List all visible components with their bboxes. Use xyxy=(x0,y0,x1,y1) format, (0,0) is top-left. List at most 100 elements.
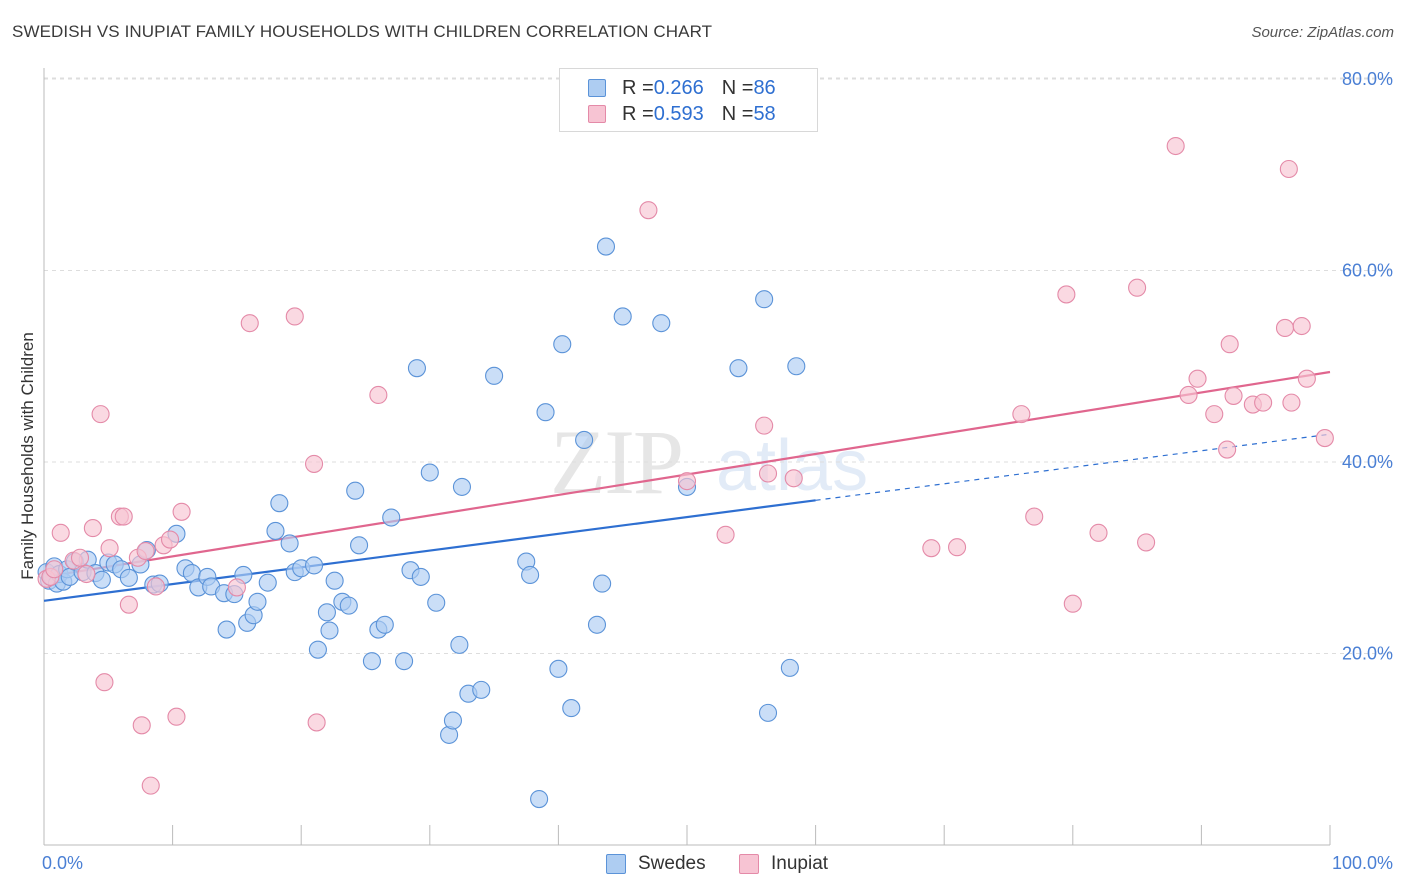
legend-n-value: 86 xyxy=(753,76,776,99)
point-inupiat xyxy=(922,539,941,558)
point-swedes xyxy=(587,615,607,634)
point-swedes xyxy=(450,635,469,654)
point-inupiat xyxy=(45,560,64,579)
point-swedes xyxy=(536,403,555,422)
point-swedes xyxy=(575,430,594,450)
point-swedes xyxy=(729,359,748,378)
point-swedes xyxy=(308,640,327,659)
source-label: Source: ZipAtlas.com xyxy=(1251,24,1394,41)
point-inupiat xyxy=(172,502,191,521)
y-tick-label: 80.0% xyxy=(1342,69,1393,89)
point-swedes xyxy=(411,567,430,586)
point-inupiat xyxy=(240,314,259,333)
point-swedes xyxy=(350,536,369,555)
y-tick-label: 60.0% xyxy=(1342,261,1393,281)
point-swedes xyxy=(395,652,414,671)
point-inupiat xyxy=(307,713,326,732)
point-swedes xyxy=(562,699,581,718)
point-inupiat xyxy=(1179,385,1198,405)
point-inupiat xyxy=(146,577,165,596)
point-inupiat xyxy=(1166,136,1185,156)
point-inupiat xyxy=(95,673,114,692)
point-swedes xyxy=(452,477,472,496)
point-inupiat xyxy=(1205,405,1224,424)
point-swedes xyxy=(420,463,439,482)
point-inupiat xyxy=(1224,386,1243,405)
point-inupiat xyxy=(160,530,180,549)
x-tick-label: 0.0% xyxy=(42,853,83,873)
point-swedes xyxy=(258,573,277,592)
point-inupiat xyxy=(716,525,735,544)
point-inupiat xyxy=(1292,316,1311,336)
y-tick-label: 40.0% xyxy=(1342,452,1393,472)
point-inupiat xyxy=(167,707,186,726)
point-inupiat xyxy=(369,385,388,405)
point-inupiat xyxy=(758,464,778,483)
bottom-legend-swedes: Swedes xyxy=(606,852,706,876)
point-inupiat xyxy=(677,472,697,491)
point-swedes xyxy=(593,574,612,593)
point-inupiat xyxy=(1282,393,1301,412)
point-inupiat xyxy=(136,541,155,561)
point-inupiat xyxy=(132,716,151,735)
y-tick-label: 20.0% xyxy=(1342,644,1393,664)
point-inupiat xyxy=(51,523,70,542)
point-swedes xyxy=(317,603,336,622)
point-inupiat xyxy=(1297,369,1316,388)
point-swedes xyxy=(346,481,365,500)
point-swedes xyxy=(266,521,285,540)
point-inupiat xyxy=(1089,523,1108,542)
point-swedes xyxy=(780,658,799,677)
point-inupiat xyxy=(83,519,102,538)
point-inupiat xyxy=(1188,369,1207,388)
point-inupiat xyxy=(305,454,324,473)
point-inupiat xyxy=(1315,429,1334,448)
point-swedes xyxy=(652,314,671,333)
legend-r-value: 0.266 xyxy=(653,76,704,99)
point-swedes xyxy=(521,565,540,585)
point-inupiat xyxy=(91,405,110,424)
point-inupiat xyxy=(639,201,658,220)
point-swedes xyxy=(427,593,446,612)
point-swedes xyxy=(217,620,236,639)
point-inupiat xyxy=(1025,507,1044,526)
point-swedes xyxy=(758,703,778,722)
point-swedes xyxy=(549,659,568,678)
point-swedes xyxy=(320,621,339,640)
point-inupiat xyxy=(1220,335,1239,354)
point-inupiat xyxy=(948,538,967,557)
point-swedes xyxy=(485,366,504,385)
point-inupiat xyxy=(70,548,90,567)
point-swedes xyxy=(119,568,138,587)
point-inupiat xyxy=(77,564,96,584)
point-inupiat xyxy=(1063,594,1082,613)
legend-r-label: R = xyxy=(622,76,654,99)
bottom-legend-inupiat: Inupiat xyxy=(739,852,828,876)
legend-swatch-swedes xyxy=(588,79,606,97)
point-swedes xyxy=(248,592,267,611)
point-swedes xyxy=(472,680,491,699)
trendline-swedes-extension xyxy=(815,433,1331,501)
point-swedes xyxy=(407,359,426,378)
point-swedes xyxy=(613,307,632,326)
legend-n-label: N = xyxy=(721,76,754,99)
point-swedes xyxy=(755,290,774,309)
point-inupiat xyxy=(285,307,304,326)
y-axis-label: Family Households with Children xyxy=(18,332,37,580)
point-swedes xyxy=(339,596,358,615)
point-swedes xyxy=(530,789,549,809)
point-swedes xyxy=(270,494,289,513)
point-swedes xyxy=(92,570,111,589)
legend-n-value: 58 xyxy=(753,102,776,125)
bottom-legend-swatch-swedes xyxy=(606,854,626,874)
point-inupiat xyxy=(100,539,119,558)
axes xyxy=(43,68,1331,846)
tick-labels: 20.0% 40.0% 60.0% 80.0% 0.0% 100.0% xyxy=(42,69,1393,873)
legend-row-swedes: R = 0.266 N = 86 xyxy=(588,76,776,100)
point-inupiat xyxy=(1254,393,1273,412)
point-inupiat xyxy=(1012,405,1031,424)
trendline-swedes xyxy=(43,499,816,602)
bottom-legend-label-inupiat: Inupiat xyxy=(771,853,829,874)
legend: R = 0.266 N = 86 R = 0.593 N = 58 xyxy=(559,68,818,132)
point-swedes xyxy=(382,508,401,527)
